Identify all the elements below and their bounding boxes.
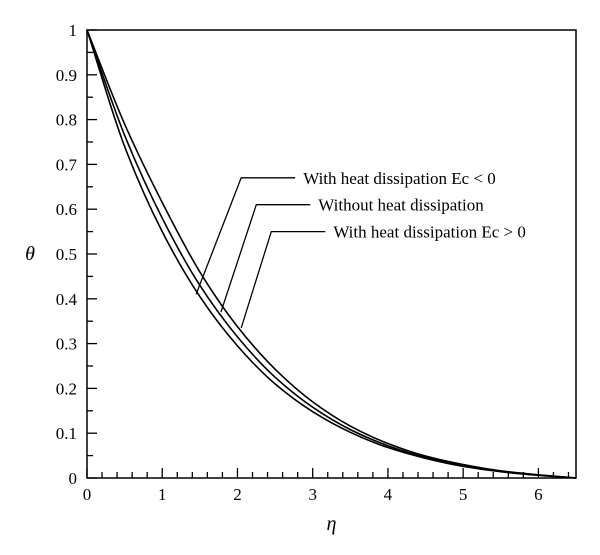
x-tick-label: 1 [158,485,167,504]
x-tick-label: 6 [534,485,543,504]
x-tick-label: 0 [83,485,92,504]
y-tick-label: 0.2 [56,379,77,398]
y-tick-label: 0.5 [56,245,77,264]
annotation-label-3: With heat dissipation Ec > 0 [333,223,526,242]
x-tick-label: 4 [384,485,393,504]
y-tick-label: 0.8 [56,111,77,130]
y-tick-label: 0.7 [56,155,78,174]
series-line-2 [86,29,577,479]
x-axis-label: η [327,513,337,535]
y-tick-label: 0.9 [56,66,77,85]
annotation-label-2: Without heat dissipation [318,196,484,215]
x-tick-label: 2 [233,485,242,504]
annotation-leader-2 [220,204,311,313]
y-axis-label: θ [25,243,35,265]
annotation-label-1: With heat dissipation Ec < 0 [303,169,496,188]
axis-ticks [86,29,570,479]
plot-frame [86,29,577,479]
y-tick-label: 0.1 [56,424,77,443]
series-line-1 [86,29,577,479]
y-tick-label: 0 [69,469,78,488]
series-line-3 [86,29,577,479]
y-tick-label: 1 [69,21,78,40]
curves [86,29,577,479]
annotation-leader-3 [240,230,326,329]
annotation-leader-1 [195,177,296,295]
y-tick-label: 0.3 [56,335,77,354]
tick-labels: 0 1 2 3 4 5 6 0 0.1 0.2 0.3 0.4 0.5 0.6 0.7 0.8 0.9 1 [56,21,543,504]
x-tick-label: 3 [308,485,317,504]
plot-area [86,29,577,479]
annotations: With heat dissipation Ec < 0 Without heat… [195,169,526,329]
y-tick-label: 0.4 [56,290,78,309]
x-tick-label: 5 [459,485,468,504]
y-tick-label: 0.6 [56,200,77,219]
